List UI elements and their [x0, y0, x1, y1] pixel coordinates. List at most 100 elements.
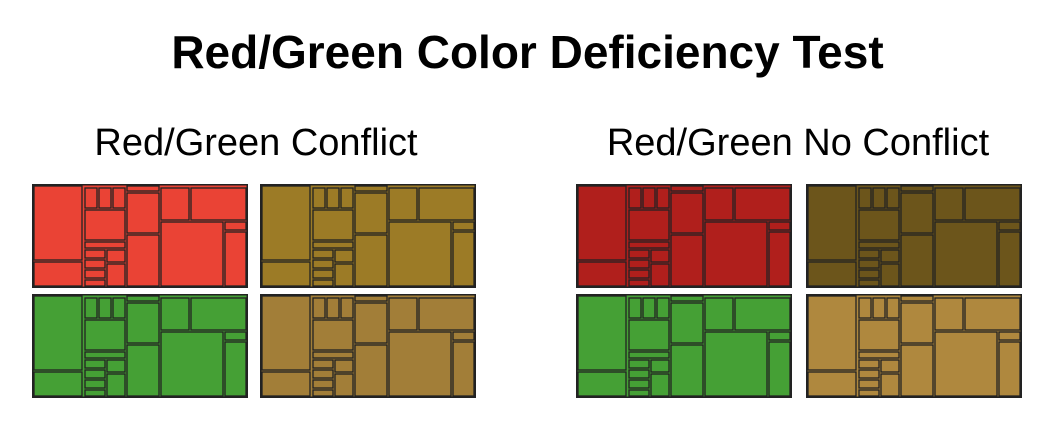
treemap-cell: [628, 187, 642, 209]
treemap-cell: [98, 297, 112, 319]
treemap-cell: [452, 341, 475, 397]
treemap-cell: [900, 302, 934, 344]
treemap-cell: [704, 297, 734, 331]
treemap-cell: [160, 297, 190, 331]
treemap-cell: [628, 379, 650, 389]
treemap-cell: [312, 359, 334, 369]
treemap-cell: [628, 269, 650, 279]
treemap-cell: [84, 379, 106, 389]
treemap-cell: [452, 331, 475, 341]
treemap-cell: [858, 359, 880, 369]
treemap-cell: [768, 331, 791, 341]
treemap-cell: [84, 319, 126, 351]
treemap-cell: [628, 259, 650, 269]
treemap-noconflict-green: [576, 294, 792, 398]
treemap-cell: [84, 359, 106, 369]
treemap-cell: [628, 389, 650, 397]
treemap-cell: [858, 351, 900, 359]
treemap-cell: [628, 319, 670, 351]
treemap-cell: [106, 263, 126, 287]
treemap-cell: [998, 221, 1021, 231]
treemap-cell: [807, 185, 857, 261]
treemap-cell: [807, 371, 857, 397]
treemap-cell: [354, 185, 388, 192]
treemap-cell: [858, 379, 880, 389]
treemap-cell: [340, 297, 354, 319]
treemap-cell: [418, 297, 475, 331]
treemap-cell: [160, 331, 224, 397]
treemap-cell: [452, 231, 475, 287]
treemap-cell: [964, 297, 1021, 331]
treemap-cell: [628, 359, 650, 369]
treemap-cell: [388, 221, 452, 287]
treemap-cell: [807, 261, 857, 287]
treemap-cell: [418, 187, 475, 221]
treemap-cell: [650, 249, 670, 263]
treemap-cell: [33, 295, 83, 371]
treemap-cell: [334, 373, 354, 397]
treemap-cell: [126, 302, 160, 344]
treemap-cell: [650, 359, 670, 373]
treemap-cell: [886, 297, 900, 319]
treemap-cell: [84, 269, 106, 279]
treemap-noconflict-red-simulated: [806, 184, 1022, 288]
treemap-cell: [340, 187, 354, 209]
treemap-cell: [858, 209, 900, 241]
treemap-cell: [650, 263, 670, 287]
treemap-cell: [33, 261, 83, 287]
treemap-cell: [768, 341, 791, 397]
treemap-cell: [326, 297, 340, 319]
treemap-cell: [84, 187, 98, 209]
treemap-cell: [628, 279, 650, 287]
treemap-cell: [734, 297, 791, 331]
treemap-cell: [106, 249, 126, 263]
panel-heading-no-conflict: Red/Green No Conflict: [606, 122, 990, 164]
treemap-cell: [650, 373, 670, 397]
treemap-cell: [261, 295, 311, 371]
treemap-cell: [577, 295, 627, 371]
treemap-cell: [126, 192, 160, 234]
treemap-cell: [670, 344, 704, 397]
treemap-conflict-red-simulated: [260, 184, 476, 288]
treemap-cell: [964, 187, 1021, 221]
treemap-conflict-green-simulated: [260, 294, 476, 398]
treemap-cell: [577, 185, 627, 261]
treemap-noconflict-red: [576, 184, 792, 288]
treemap-cell: [768, 231, 791, 287]
treemap-cell: [224, 341, 247, 397]
treemap-cell: [312, 379, 334, 389]
treemap-cell: [880, 359, 900, 373]
treemap-cell: [858, 389, 880, 397]
treemap-cell: [160, 221, 224, 287]
treemap-cell: [354, 302, 388, 344]
treemap-cell: [858, 259, 880, 269]
treemap-cell: [388, 297, 418, 331]
treemap-cell: [84, 389, 106, 397]
treemap-cell: [312, 369, 334, 379]
treemap-cell: [388, 331, 452, 397]
treemap-cell: [33, 185, 83, 261]
treemap-cell: [900, 185, 934, 192]
treemap-cell: [934, 297, 964, 331]
treemap-cell: [98, 187, 112, 209]
treemap-cell: [900, 295, 934, 302]
treemap-cell: [312, 187, 326, 209]
treemap-cell: [326, 187, 340, 209]
treemap-cell: [126, 234, 160, 287]
treemap-cell: [880, 373, 900, 397]
treemap-cell: [934, 221, 998, 287]
treemap-cell: [577, 261, 627, 287]
treemap-cell: [704, 331, 768, 397]
treemap-cell: [106, 359, 126, 373]
treemap-cell: [334, 249, 354, 263]
treemap-cell: [934, 187, 964, 221]
treemap-cell: [334, 359, 354, 373]
treemap-cell: [312, 241, 354, 249]
treemap-cell: [354, 234, 388, 287]
panel-heading-conflict: Red/Green Conflict: [94, 122, 418, 164]
treemap-cell: [354, 295, 388, 302]
treemap-cell: [224, 331, 247, 341]
treemap-cell: [858, 187, 872, 209]
treemap-cell: [628, 249, 650, 259]
treemap-cell: [190, 297, 247, 331]
